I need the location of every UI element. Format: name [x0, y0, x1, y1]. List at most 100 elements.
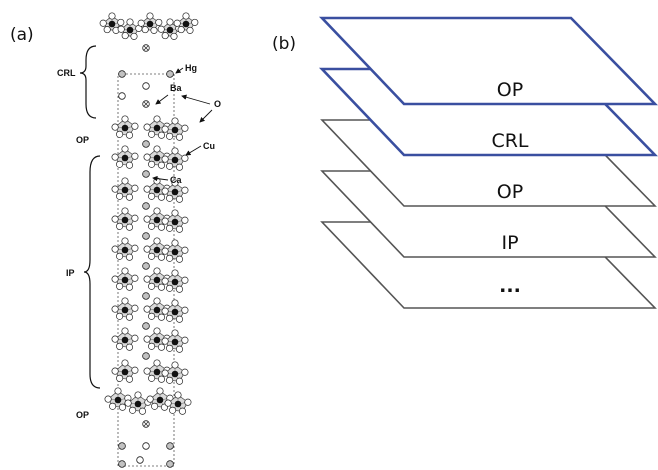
oxygen-atom — [104, 395, 112, 403]
oxygen-atom — [166, 314, 174, 322]
oxygen-atom — [116, 312, 124, 320]
oxygen-atom — [166, 194, 174, 202]
copper-atom — [121, 154, 129, 162]
oxygen-atom — [181, 186, 189, 194]
copper-atom — [126, 26, 134, 34]
oxygen-atom — [171, 209, 179, 217]
oxygen-atom — [173, 19, 181, 27]
oxygen-atom — [121, 207, 129, 215]
layer-label-5: ... — [499, 275, 521, 297]
oxygen-atom — [143, 275, 151, 283]
oxygen-atom — [111, 123, 119, 131]
oxygen-atom — [143, 305, 151, 313]
oxygen-atom — [131, 214, 139, 222]
oxygen-atom — [164, 399, 172, 407]
oxygen-atom — [116, 342, 124, 350]
oxygen-atom — [117, 18, 125, 26]
oxygen-atom — [125, 193, 134, 201]
oxygen-atom — [175, 255, 184, 263]
copper-atom — [121, 306, 129, 314]
oxygen-atom — [131, 122, 139, 130]
oxygen-atom — [125, 161, 134, 169]
copper-atom — [171, 156, 179, 164]
copper-atom — [121, 124, 129, 132]
oxygen-atom — [143, 185, 151, 193]
oxygen-atom — [121, 327, 129, 335]
copper-atom — [171, 126, 179, 134]
oxygen-atom — [118, 403, 127, 411]
oxygen-atom — [153, 359, 161, 367]
oxygen-atom — [175, 345, 184, 353]
layer-plane-1 — [318, 16, 658, 106]
oxygen-atom — [138, 407, 147, 415]
barium-atom-top-cross — [143, 45, 149, 51]
crl-label: CRL — [57, 68, 76, 78]
oxygen-atom — [148, 342, 156, 350]
oxygen-atom — [150, 26, 158, 34]
oxygen-atom — [148, 160, 156, 168]
cu-label: Cu — [203, 141, 215, 151]
copper-atom — [153, 246, 161, 254]
panel-b-label: (b) — [272, 34, 296, 54]
oxygen-atom — [166, 132, 174, 140]
ip-brace — [83, 155, 101, 389]
oxygen-atom — [171, 179, 179, 187]
oxygen-atom — [131, 244, 139, 252]
oxygen-atom — [177, 26, 185, 34]
oxygen-atom — [157, 313, 166, 321]
oxygen-atom — [116, 252, 124, 260]
oxygen-atom — [181, 306, 189, 314]
oxygen-atom — [171, 117, 179, 125]
oxygen-atom — [181, 368, 189, 376]
oxygen-atom — [153, 145, 161, 153]
copper-atom — [134, 400, 142, 408]
oxygen-atom — [166, 284, 174, 292]
copper-atom — [121, 368, 129, 376]
oxygen-atom — [157, 283, 166, 291]
oxygen-atom — [161, 369, 169, 377]
oxygen-atom — [184, 398, 192, 406]
oxygen-atom — [181, 336, 189, 344]
copper-atom — [153, 186, 161, 194]
oxygen-atom — [161, 187, 169, 195]
copper-atom — [121, 246, 129, 254]
copper-atom — [171, 278, 179, 286]
oxygen-atom — [175, 315, 184, 323]
oxygen-atom — [148, 130, 156, 138]
oxygen-atom — [182, 12, 190, 20]
oxygen-atom — [114, 387, 122, 395]
oxygen-atom — [125, 343, 134, 351]
oxygen-atom — [116, 192, 124, 200]
hg-arrow — [175, 67, 184, 74]
oxygen-atom — [161, 307, 169, 315]
copper-atom — [114, 396, 122, 404]
oxygen-atom — [116, 282, 124, 290]
oxygen-atom — [181, 124, 189, 132]
oxygen-atom — [143, 245, 151, 253]
o-label: O — [214, 99, 221, 109]
oxygen-atom — [161, 337, 169, 345]
copper-atom — [153, 336, 161, 344]
oxygen-atom — [111, 185, 119, 193]
oxygen-atom — [161, 125, 169, 133]
oxygen-atom — [141, 26, 149, 34]
oxygen-atom — [130, 32, 138, 40]
oxygen-atom — [157, 161, 166, 169]
oxygen-atom — [121, 177, 129, 185]
hg-label: Hg — [185, 63, 197, 73]
oxygen-atom — [153, 207, 161, 215]
panel-a: (a) CRL OP IP OP Hg Ba O Cu Ca — [10, 12, 221, 468]
oxygen-atom — [146, 12, 154, 20]
layer-label-3: OP — [497, 181, 523, 203]
layer-label-4: IP — [501, 232, 518, 254]
oxygen-atom — [143, 153, 151, 161]
oxygen-atom — [186, 26, 194, 34]
oxygen-atom — [157, 223, 166, 231]
oxygen-atom — [111, 275, 119, 283]
oxygen-atom — [121, 267, 129, 275]
oxygen-atom — [166, 162, 174, 170]
oxygen-atom — [108, 12, 116, 20]
oxygen-atom — [155, 18, 163, 26]
oxygen-bottom — [142, 442, 150, 450]
